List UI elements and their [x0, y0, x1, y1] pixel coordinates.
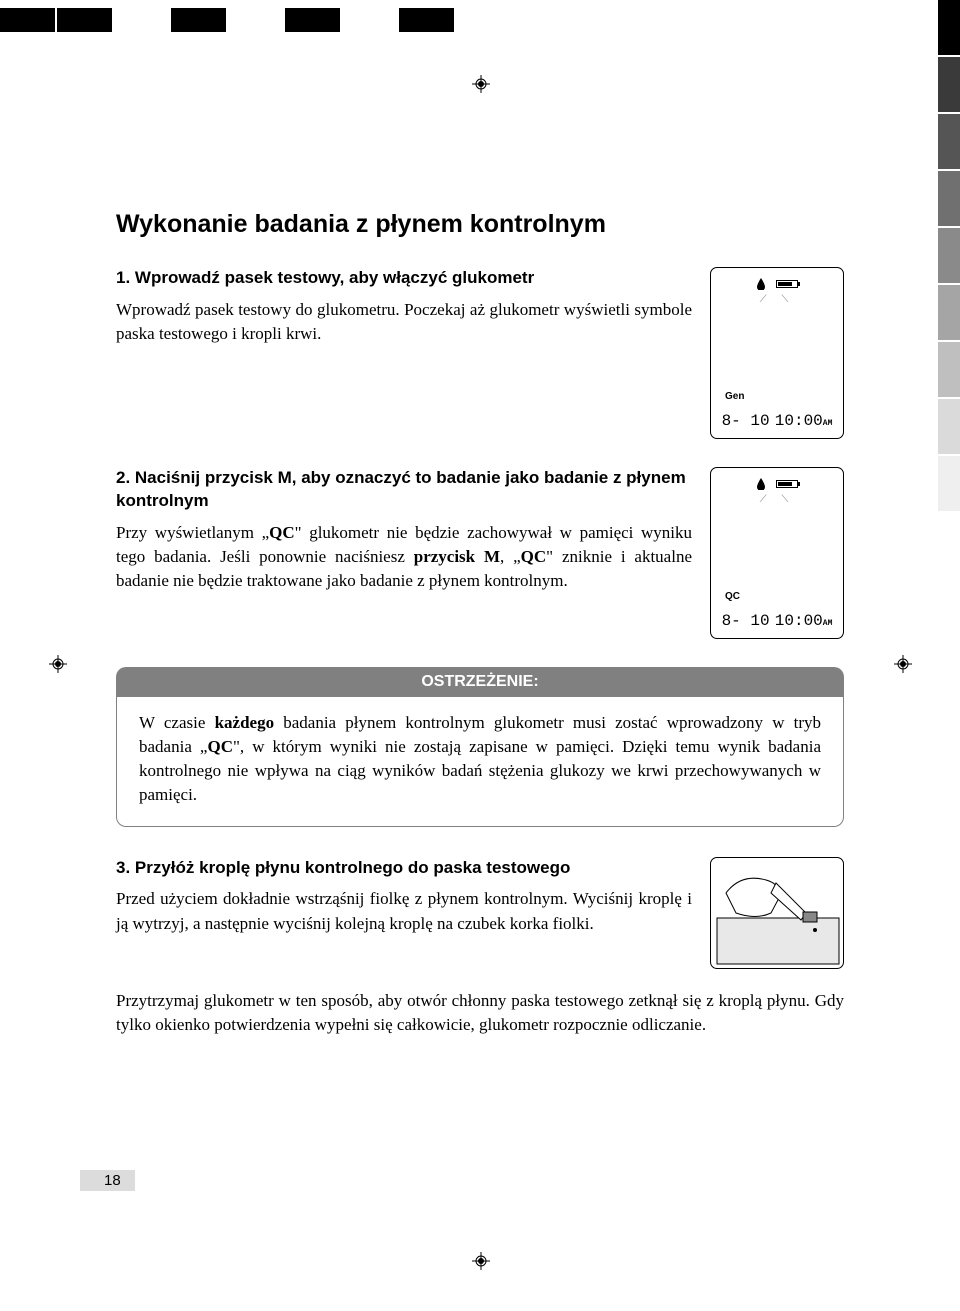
- device-mode-label: Gen: [725, 391, 744, 402]
- step-3-heading: 3. Przyłóż kroplę płynu kontrolnego do p…: [116, 857, 692, 880]
- step-2-body: Przy wyświetlanym „QC" glukometr nie będ…: [116, 521, 692, 593]
- step-3: 3. Przyłóż kroplę płynu kontrolnego do p…: [116, 857, 844, 1037]
- registration-mark-icon: [49, 655, 67, 678]
- step-1-body: Wprowadź pasek testowy do glukometru. Po…: [116, 298, 692, 346]
- hand-bottle-illustration: [710, 857, 844, 969]
- device-screen-illustration-2: ⟋ ⟍ QC 8- 10 10:00AM: [710, 467, 844, 639]
- step-2: 2. Naciśnij przycisk M, aby oznaczyć to …: [116, 467, 844, 639]
- device-mode-label: QC: [725, 591, 740, 602]
- drop-icon: [756, 478, 766, 490]
- registration-mark-icon: [472, 75, 490, 98]
- print-registration-colorbar-side: [938, 0, 960, 568]
- page-content: Wykonanie badania z płynem kontrolnym 1.…: [116, 210, 844, 1065]
- device-screen-illustration-1: ⟋ ⟍ Gen 8- 10 10:00AM: [710, 267, 844, 439]
- device-date: 8- 10: [722, 612, 770, 630]
- device-time: 10:00: [775, 412, 823, 430]
- battery-icon: [776, 480, 798, 488]
- device-ampm: AM: [823, 619, 833, 628]
- registration-mark-icon: [472, 1252, 490, 1275]
- step-1: 1. Wprowadź pasek testowy, aby włączyć g…: [116, 267, 844, 439]
- device-ampm: AM: [823, 419, 833, 428]
- warning-box: OSTRZEŻENIE: W czasie każdego badania pł…: [116, 667, 844, 827]
- step-1-heading: 1. Wprowadź pasek testowy, aby włączyć g…: [116, 267, 692, 290]
- step-3-extra: Przytrzymaj glukometr w ten sposób, aby …: [116, 989, 844, 1037]
- drop-icon: [756, 278, 766, 290]
- device-time: 10:00: [775, 612, 823, 630]
- page-title: Wykonanie badania z płynem kontrolnym: [116, 210, 844, 239]
- warning-title: OSTRZEŻENIE:: [116, 667, 844, 697]
- page-number: 18: [80, 1170, 135, 1191]
- device-date: 8- 10: [722, 412, 770, 430]
- print-registration-colorbar-top: [0, 8, 454, 32]
- step-3-body: Przed użyciem dokładnie wstrząśnij fiolk…: [116, 887, 692, 935]
- registration-mark-icon: [894, 655, 912, 678]
- step-2-heading: 2. Naciśnij przycisk M, aby oznaczyć to …: [116, 467, 692, 513]
- battery-icon: [776, 280, 798, 288]
- warning-body: W czasie każdego badania płynem kontroln…: [116, 697, 844, 827]
